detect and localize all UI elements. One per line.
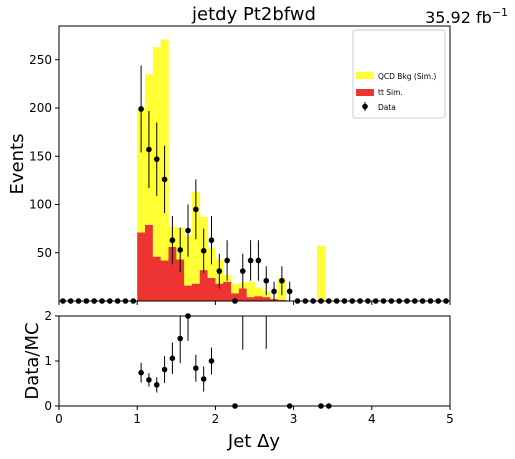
x-axis-label: Jet Δy xyxy=(227,431,280,452)
x-tick-label: 1 xyxy=(133,412,141,426)
ratio-point xyxy=(146,377,152,383)
bar-ttbar xyxy=(238,288,247,301)
data-point xyxy=(161,176,168,183)
data-point xyxy=(239,268,246,274)
bar-qcd xyxy=(137,108,146,233)
bar-ttbar xyxy=(168,246,177,301)
x-tick-label: 2 xyxy=(212,412,220,426)
main-y-ticks: 50 100 150 200 250 xyxy=(29,53,59,260)
bar-ttbar xyxy=(137,232,146,301)
main-y-tick-label: 200 xyxy=(29,101,52,115)
ratio-point xyxy=(153,382,160,388)
data-point xyxy=(208,237,215,244)
data-point xyxy=(146,146,152,153)
legend-swatch-qcd xyxy=(356,72,374,79)
ratio-panel: 0 1 2 0 1 2 3 4 5 xyxy=(44,309,453,426)
data-point xyxy=(216,268,223,274)
x-tick-label: 4 xyxy=(368,412,376,426)
ratio-point xyxy=(161,366,168,373)
legend-label-qcd: QCD Bkg (Sim.) xyxy=(378,72,436,81)
ratio-y-axis-label: Data/MC xyxy=(22,322,43,399)
ratio-point xyxy=(193,365,199,372)
main-y-tick-label: 50 xyxy=(37,246,52,260)
data-point xyxy=(193,206,199,213)
bar-ttbar xyxy=(152,256,161,301)
legend-data-marker xyxy=(362,103,368,110)
data-point xyxy=(271,288,277,295)
luminosity-exponent: −1 xyxy=(492,6,508,19)
data-point xyxy=(153,156,160,162)
legend-label-ttbar-prefix: t xyxy=(378,88,381,97)
main-y-tick-label: 100 xyxy=(29,198,52,212)
bar-ttbar xyxy=(184,285,193,301)
main-axes-frame xyxy=(58,25,451,302)
ratio-point xyxy=(169,355,176,362)
main-bars xyxy=(137,39,326,301)
legend: QCD Bkg (Sim.) tt Sim. Data xyxy=(352,29,446,119)
ratio-data-points xyxy=(138,313,332,409)
bar-ttbar xyxy=(215,283,224,301)
bar-ttbar xyxy=(199,270,208,301)
x-tick-label: 5 xyxy=(446,412,454,426)
bar-ttbar xyxy=(176,259,185,301)
data-point xyxy=(286,288,293,295)
bar-qcd xyxy=(317,246,326,301)
x-tick-label: 0 xyxy=(55,412,63,426)
data-point xyxy=(255,257,262,264)
data-point xyxy=(169,237,176,244)
luminosity-label: 35.92 fb−1 xyxy=(425,6,508,27)
bar-ttbar xyxy=(262,297,271,301)
bar-ttbar xyxy=(207,277,216,301)
legend-label-ttbar-suffix: t Sim. xyxy=(381,88,403,97)
main-y-tick-label: 150 xyxy=(29,149,52,163)
bar-qcd xyxy=(231,283,240,294)
bar-qcd xyxy=(184,235,193,286)
main-panel: 50 100 150 200 250 xyxy=(29,25,451,305)
legend-frame xyxy=(352,29,446,119)
data-point xyxy=(138,106,144,112)
data-point xyxy=(185,227,191,234)
ratio-point xyxy=(177,335,184,342)
main-y-tick-label: 250 xyxy=(29,53,52,67)
bar-ttbar xyxy=(160,260,169,301)
bar-ttbar xyxy=(191,283,201,301)
main-data-points xyxy=(60,65,449,304)
ratio-x-ticks: 0 1 2 3 4 5 xyxy=(55,406,454,426)
ratio-point xyxy=(138,369,144,376)
legend-label-ttbar: tt Sim. xyxy=(378,88,403,97)
luminosity-value: 35.92 fb xyxy=(425,8,492,27)
ratio-y-ticks: 0 1 2 xyxy=(44,309,59,413)
ratio-point xyxy=(208,358,215,364)
legend-swatch-ttbar xyxy=(356,89,374,96)
data-point xyxy=(279,277,285,284)
bar-ttbar xyxy=(145,224,154,301)
data-point xyxy=(247,257,254,264)
bar-qcd xyxy=(246,281,255,298)
bar-ttbar xyxy=(231,293,240,301)
ratio-axes-frame xyxy=(58,315,451,407)
x-tick-label: 3 xyxy=(290,412,298,426)
ratio-y-tick-label: 2 xyxy=(44,309,52,323)
data-point xyxy=(224,257,230,264)
ratio-y-tick-label: 0 xyxy=(44,399,52,413)
bar-ttbar xyxy=(254,296,263,301)
data-point xyxy=(263,277,270,284)
data-point xyxy=(200,248,207,254)
main-y-axis-label: Events xyxy=(7,134,28,195)
legend-label-data: Data xyxy=(378,103,396,112)
bar-qcd xyxy=(254,287,263,297)
data-point xyxy=(177,247,184,253)
ratio-y-tick-label: 1 xyxy=(44,354,52,368)
bar-ttbar xyxy=(246,297,255,301)
plot-title: jetdy Pt2bfwd xyxy=(191,4,316,25)
bar-ttbar xyxy=(223,281,232,301)
ratio-point xyxy=(200,376,207,382)
main-x-ticks xyxy=(58,301,451,305)
